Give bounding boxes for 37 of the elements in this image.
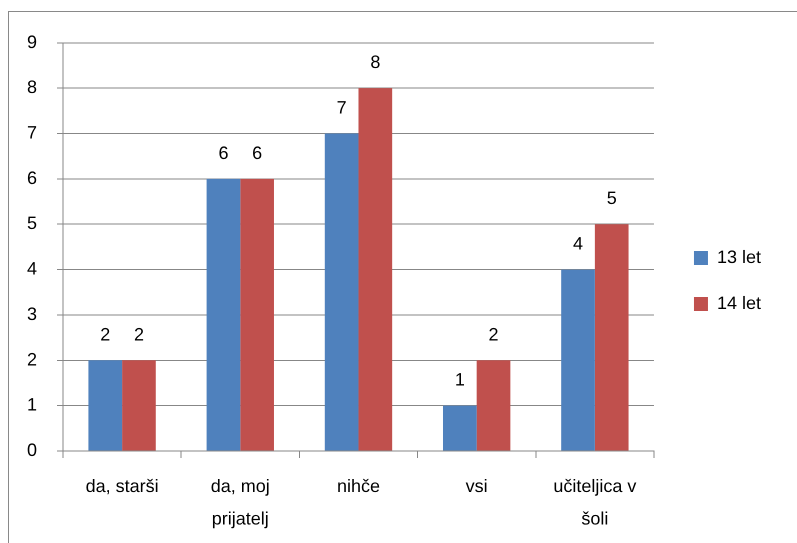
data-label: 5 — [606, 188, 617, 208]
data-label: 4 — [573, 234, 584, 254]
bar — [324, 134, 358, 450]
bar — [358, 88, 392, 450]
x-tick-label: učiteljica v šoli — [553, 476, 636, 529]
data-label: 2 — [100, 324, 110, 344]
y-tick-label: 1 — [26, 394, 37, 415]
y-tick-label: 0 — [26, 440, 37, 460]
y-tick-label: 3 — [26, 304, 37, 324]
y-tick-label: 7 — [26, 122, 37, 142]
bar — [240, 178, 274, 450]
y-tick-label: 6 — [26, 168, 37, 188]
bar — [88, 360, 122, 450]
bar — [561, 270, 595, 450]
x-tick-label: nihče — [336, 476, 380, 496]
y-tick-label: 4 — [26, 258, 37, 279]
bar — [442, 406, 477, 450]
data-label: 6 — [218, 142, 228, 163]
x-tick-label: da, starši — [86, 476, 159, 496]
y-tick-label: 5 — [26, 213, 37, 234]
legend-label: 13 let — [716, 246, 762, 267]
data-label: 1 — [454, 370, 465, 390]
bar — [122, 360, 156, 450]
y-tick-label: 8 — [26, 77, 37, 98]
y-tick-label: 9 — [26, 32, 37, 52]
bar — [476, 360, 510, 450]
data-label: 2 — [488, 324, 499, 344]
bar — [594, 224, 629, 450]
x-tick-label: vsi — [466, 476, 488, 496]
y-tick-label: 2 — [26, 349, 37, 370]
data-label: 8 — [370, 52, 380, 72]
data-label: 7 — [336, 97, 347, 118]
legend-label: 14 let — [716, 292, 762, 313]
x-tick-label: da, moj prijatelj — [210, 476, 270, 529]
data-label: 6 — [252, 142, 262, 163]
data-label: 2 — [134, 324, 144, 344]
bar — [206, 178, 240, 450]
